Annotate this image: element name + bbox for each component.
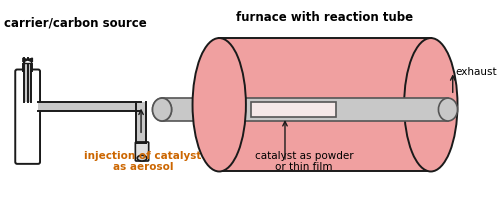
Text: exhaust: exhaust <box>456 67 497 77</box>
Bar <box>23 64 32 71</box>
Bar <box>219 38 431 171</box>
Ellipse shape <box>404 38 458 171</box>
Bar <box>250 102 336 117</box>
Text: furnace with reaction tube: furnace with reaction tube <box>236 11 412 24</box>
Polygon shape <box>23 58 28 62</box>
FancyBboxPatch shape <box>136 142 148 161</box>
Ellipse shape <box>152 98 172 121</box>
Text: catalyst as powder
or thin film: catalyst as powder or thin film <box>254 151 354 172</box>
Ellipse shape <box>138 155 147 161</box>
Bar <box>162 98 448 121</box>
FancyBboxPatch shape <box>16 69 40 164</box>
Ellipse shape <box>438 98 458 121</box>
Ellipse shape <box>152 98 172 121</box>
Ellipse shape <box>192 38 246 171</box>
Text: injection of catalyst
as aerosol: injection of catalyst as aerosol <box>84 151 202 172</box>
Bar <box>136 102 146 143</box>
Text: carrier/carbon source: carrier/carbon source <box>4 16 146 29</box>
Bar <box>38 102 141 111</box>
Bar <box>24 59 32 63</box>
Bar <box>24 58 32 102</box>
Polygon shape <box>28 58 32 62</box>
